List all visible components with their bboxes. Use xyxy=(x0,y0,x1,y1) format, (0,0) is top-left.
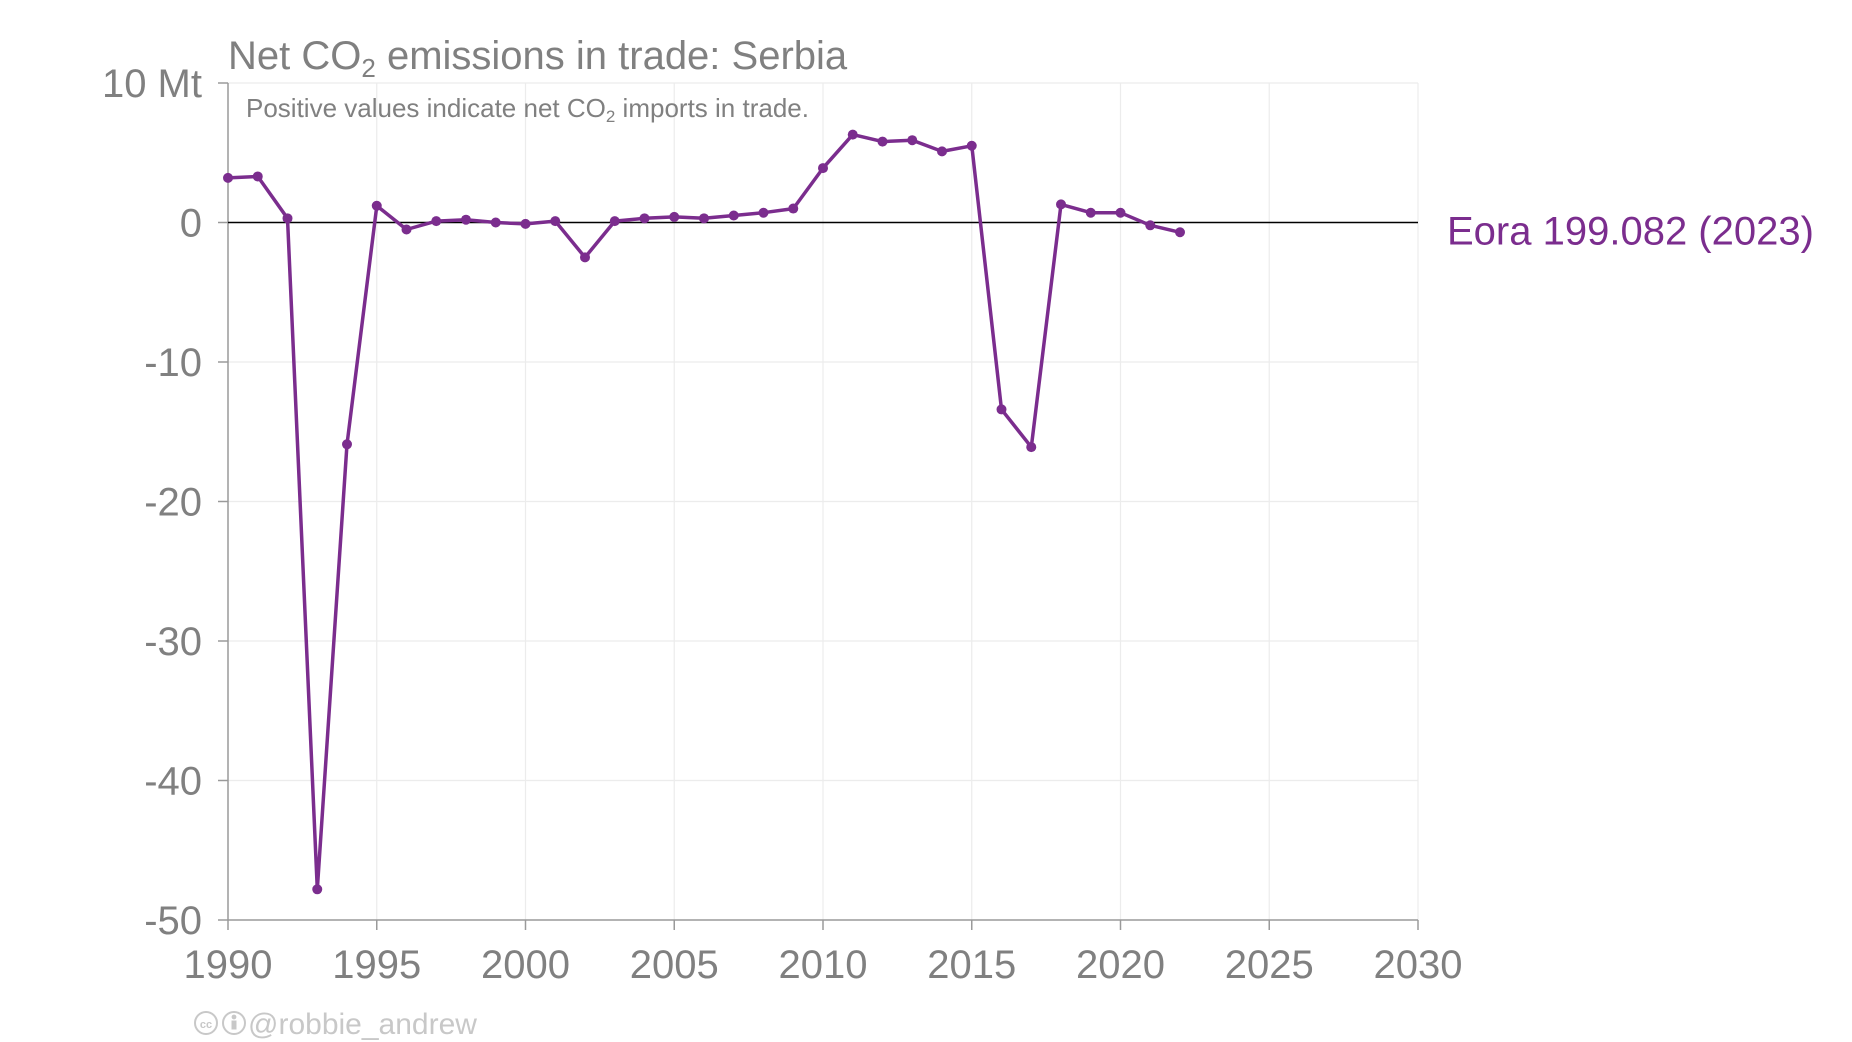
data-point xyxy=(580,252,590,263)
data-point xyxy=(609,216,620,227)
data-point xyxy=(252,171,263,182)
series-line xyxy=(227,132,1181,892)
x-tick-label: 2000 xyxy=(481,943,570,987)
data-point xyxy=(312,884,323,895)
axes xyxy=(218,82,1419,930)
x-tick-label: 1995 xyxy=(332,943,421,987)
data-point xyxy=(818,163,828,174)
data-point xyxy=(847,129,858,140)
series-label: Eora 199.082 (2023) xyxy=(1447,210,1814,254)
data-point xyxy=(1085,207,1096,218)
credit: cc @robbie_andrew xyxy=(194,1008,477,1041)
y-tick-label: -20 xyxy=(144,481,202,525)
svg-text:cc: cc xyxy=(200,1019,212,1031)
data-point xyxy=(490,217,501,228)
y-tick-label: -50 xyxy=(144,899,202,943)
x-tick-label: 2020 xyxy=(1076,943,1165,987)
data-point xyxy=(996,404,1007,415)
data-point xyxy=(461,214,471,225)
data-point xyxy=(550,216,561,227)
x-tick-label: 2010 xyxy=(779,943,868,987)
data-point xyxy=(669,211,680,222)
gridlines xyxy=(228,82,1419,920)
chart-subtitle: Positive values indicate net CO2 imports… xyxy=(246,93,809,126)
data-point xyxy=(401,224,412,235)
data-point xyxy=(788,203,799,214)
data-point xyxy=(758,207,769,218)
data-point xyxy=(431,216,442,227)
y-tick-label: -30 xyxy=(144,620,202,664)
data-point xyxy=(728,210,739,221)
y-tick-label: 10 Mt xyxy=(102,62,202,106)
x-tick-label: 2025 xyxy=(1225,943,1314,987)
data-point xyxy=(223,172,233,183)
data-point xyxy=(1175,227,1185,238)
cc-icon: cc xyxy=(194,1011,218,1035)
data-point xyxy=(937,146,947,157)
data-point xyxy=(342,439,352,450)
data-point xyxy=(877,136,888,147)
x-tick-label: 2005 xyxy=(630,943,719,987)
series: Eora 199.082 (2023) xyxy=(223,129,1814,895)
x-tick-label: 1990 xyxy=(184,943,273,987)
data-point xyxy=(1145,220,1156,231)
data-point xyxy=(282,213,293,224)
y-tick-label: -10 xyxy=(144,341,202,385)
x-tick-label: 2015 xyxy=(927,943,1016,987)
data-point xyxy=(1026,442,1037,453)
data-point xyxy=(699,213,709,224)
y-tick-label: -40 xyxy=(144,760,202,804)
data-point xyxy=(907,135,918,146)
data-point xyxy=(371,200,382,211)
data-point xyxy=(966,140,977,151)
chart-title: Net CO2 emissions in trade: Serbia xyxy=(228,34,848,83)
x-tick-label: 2030 xyxy=(1374,943,1463,987)
credit-handle: @robbie_andrew xyxy=(248,1008,477,1041)
data-point xyxy=(1115,207,1126,218)
data-point xyxy=(1056,199,1066,210)
data-point xyxy=(639,213,650,224)
attribution-icon xyxy=(222,1011,246,1035)
data-point xyxy=(520,218,531,229)
y-tick-label: 0 xyxy=(180,202,202,246)
